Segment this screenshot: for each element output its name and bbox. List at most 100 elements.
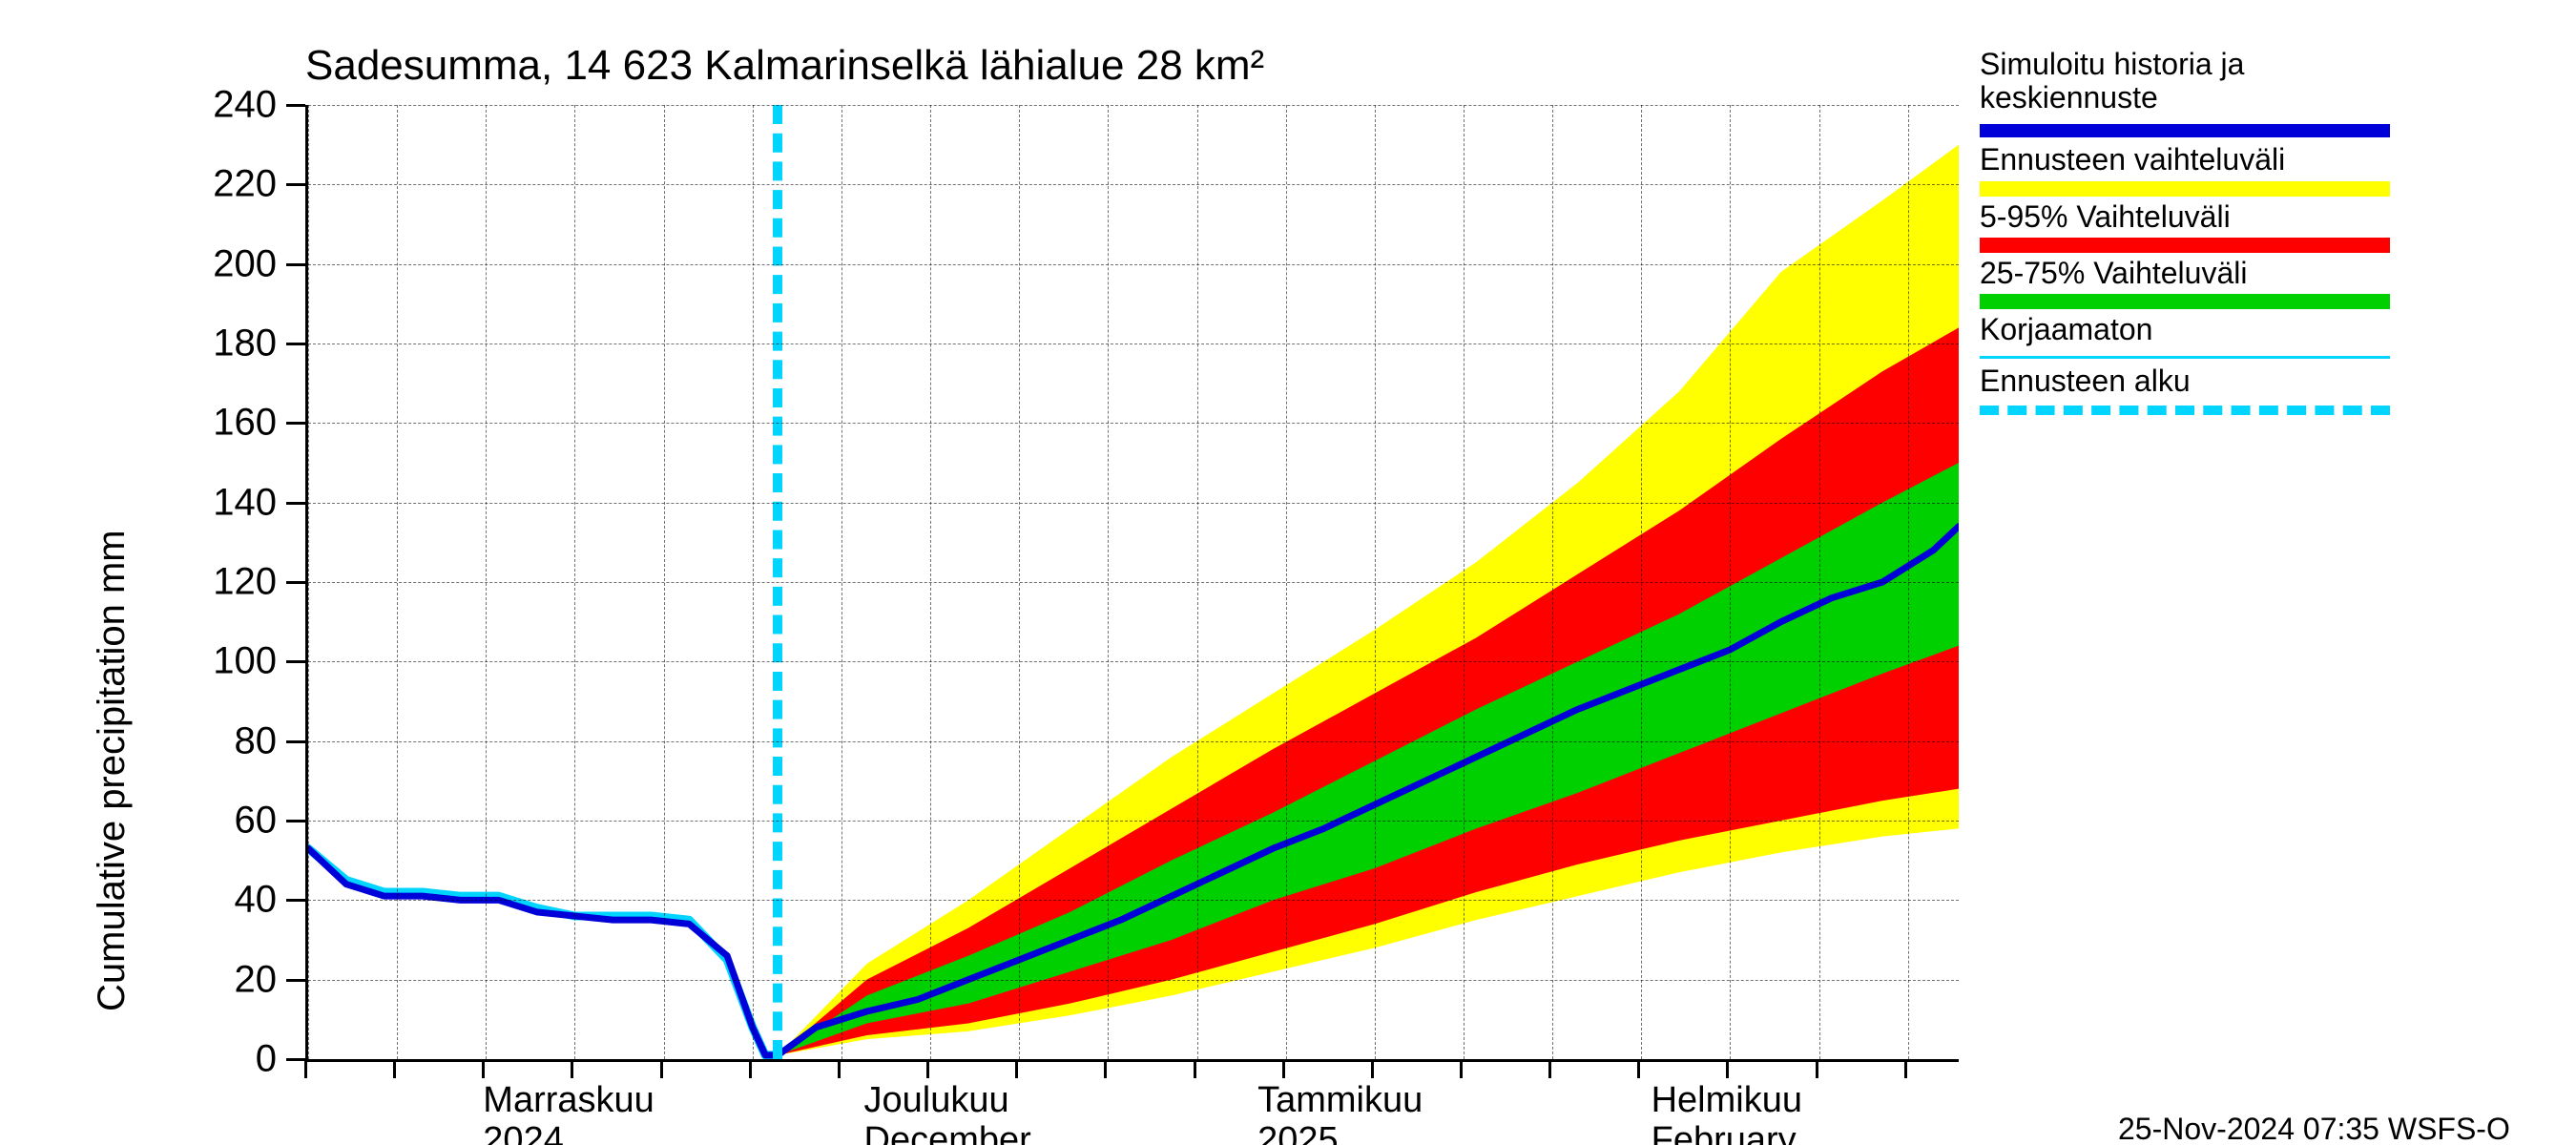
ytick-label: 40 — [200, 879, 277, 922]
grid-h — [308, 423, 1959, 424]
xtick-mark — [838, 1059, 841, 1078]
xtick-mark — [1015, 1059, 1018, 1078]
ytick-label: 220 — [200, 163, 277, 206]
xtick-sub: 2025 — [1257, 1120, 1339, 1145]
grid-h — [308, 264, 1959, 265]
xtick-mark — [1904, 1059, 1907, 1078]
legend-label: 5-95% Vaihteluväli — [1980, 200, 2390, 234]
ytick-mark — [286, 1058, 305, 1061]
legend-swatch — [1980, 181, 2390, 197]
legend-item: Simuloitu historia jakeskiennuste — [1980, 48, 2390, 137]
grid-v — [1730, 105, 1731, 1059]
y-axis-label: Cumulative precipitation mm — [91, 530, 134, 1011]
grid-v — [664, 105, 665, 1059]
legend-swatch — [1980, 356, 2390, 359]
plot-area — [305, 105, 1959, 1062]
xtick-mark — [1282, 1059, 1285, 1078]
ytick-mark — [286, 183, 305, 186]
legend-item: 25-75% Vaihteluväli — [1980, 257, 2390, 309]
xtick-mark — [1726, 1059, 1729, 1078]
grid-v — [397, 105, 398, 1059]
legend-swatch — [1980, 406, 2390, 415]
legend-item: Ennusteen alku — [1980, 364, 2390, 415]
grid-h — [308, 821, 1959, 822]
ytick-label: 240 — [200, 84, 277, 127]
xtick-month: Tammikuu — [1257, 1080, 1423, 1121]
grid-h — [308, 661, 1959, 662]
grid-v — [1286, 105, 1287, 1059]
ytick-mark — [286, 660, 305, 663]
ytick-mark — [286, 581, 305, 584]
legend-swatch — [1980, 294, 2390, 309]
ytick-mark — [286, 422, 305, 425]
grid-v — [1908, 105, 1909, 1059]
ytick-mark — [286, 899, 305, 902]
legend-item: 5-95% Vaihteluväli — [1980, 200, 2390, 253]
grid-v — [308, 105, 309, 1059]
ytick-mark — [286, 263, 305, 266]
xtick-month: Joulukuu — [864, 1080, 1009, 1121]
xtick-sub: February — [1652, 1120, 1797, 1145]
ytick-label: 140 — [200, 481, 277, 524]
ytick-label: 160 — [200, 402, 277, 445]
grid-v — [1375, 105, 1376, 1059]
xtick-mark — [1371, 1059, 1374, 1078]
ytick-label: 20 — [200, 958, 277, 1001]
legend-label: 25-75% Vaihteluväli — [1980, 257, 2390, 290]
grid-v — [1819, 105, 1820, 1059]
ytick-mark — [286, 979, 305, 982]
legend-swatch — [1980, 124, 2390, 137]
ytick-mark — [286, 820, 305, 822]
grid-v — [1197, 105, 1198, 1059]
xtick-mark — [1637, 1059, 1640, 1078]
legend-label: Korjaamaton — [1980, 313, 2390, 346]
grid-v — [1464, 105, 1465, 1059]
grid-v — [1641, 105, 1642, 1059]
ytick-mark — [286, 502, 305, 505]
xtick-month: Helmikuu — [1652, 1080, 1802, 1121]
legend-label: Ennusteen vaihteluväli — [1980, 143, 2390, 177]
uncorrected-line — [308, 848, 778, 1055]
xtick-mark — [393, 1059, 396, 1078]
ytick-label: 60 — [200, 800, 277, 843]
grid-v — [486, 105, 487, 1059]
grid-v — [1019, 105, 1020, 1059]
xtick-mark — [482, 1059, 485, 1078]
grid-h — [308, 105, 1959, 106]
xtick-mark — [749, 1059, 752, 1078]
xtick-sub: 2024 — [483, 1120, 564, 1145]
ytick-mark — [286, 104, 305, 107]
grid-v — [574, 105, 575, 1059]
xtick-mark — [1816, 1059, 1818, 1078]
legend-item: Korjaamaton — [1980, 313, 2390, 359]
ytick-label: 120 — [200, 561, 277, 604]
ytick-mark — [286, 740, 305, 743]
legend-label: Simuloitu historia jakeskiennuste — [1980, 48, 2390, 114]
ytick-label: 100 — [200, 640, 277, 683]
ytick-label: 180 — [200, 323, 277, 365]
xtick-mark — [304, 1059, 307, 1078]
xtick-mark — [1104, 1059, 1107, 1078]
legend: Simuloitu historia jakeskiennuste Ennuste… — [1980, 48, 2390, 419]
legend-label: Ennusteen alku — [1980, 364, 2390, 398]
grid-h — [308, 582, 1959, 583]
xtick-mark — [1460, 1059, 1463, 1078]
grid-v — [1108, 105, 1109, 1059]
footer-timestamp: 25-Nov-2024 07:35 WSFS-O — [2118, 1112, 2510, 1145]
grid-h — [308, 741, 1959, 742]
xtick-mark — [660, 1059, 663, 1078]
ytick-label: 200 — [200, 242, 277, 285]
ytick-label: 0 — [200, 1038, 277, 1081]
xtick-sub: December — [864, 1120, 1031, 1145]
grid-h — [308, 980, 1959, 981]
legend-swatch — [1980, 238, 2390, 253]
ytick-label: 80 — [200, 719, 277, 762]
chart-title: Sadesumma, 14 623 Kalmarinselkä lähialue… — [305, 42, 1264, 90]
legend-item: Ennusteen vaihteluväli — [1980, 143, 2390, 196]
xtick-mark — [1548, 1059, 1551, 1078]
grid-v — [753, 105, 754, 1059]
ytick-mark — [286, 343, 305, 345]
grid-h — [308, 184, 1959, 185]
grid-h — [308, 503, 1959, 504]
grid-h — [308, 1059, 1959, 1060]
